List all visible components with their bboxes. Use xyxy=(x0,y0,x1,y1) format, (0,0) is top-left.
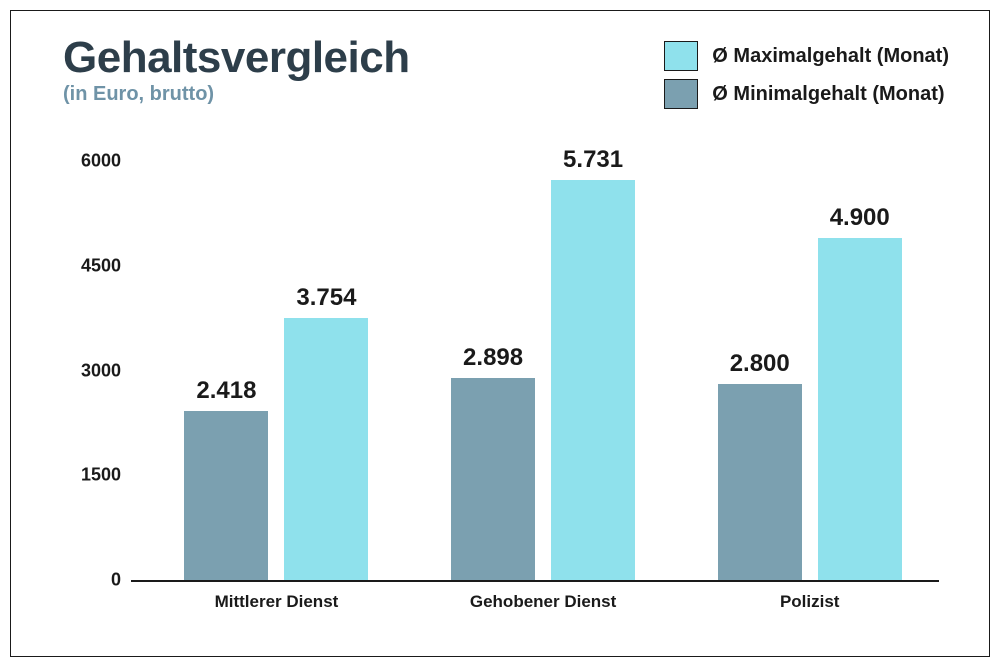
y-tick: 4500 xyxy=(63,255,121,276)
legend-item-min: Ø Minimalgehalt (Monat) xyxy=(664,79,949,109)
bar-value-label: 3.754 xyxy=(296,284,356,312)
bar-value-label: 2.898 xyxy=(463,344,523,372)
x-axis-labels: Mittlerer Dienst Gehobener Dienst Polizist xyxy=(131,586,939,626)
y-tick: 1500 xyxy=(63,465,121,486)
bar-group: 2.8004.900 xyxy=(718,238,902,580)
chart-subtitle: (in Euro, brutto) xyxy=(63,83,410,106)
bar-max: 5.731 xyxy=(551,180,635,580)
y-tick: 6000 xyxy=(63,151,121,172)
chart-legend: Ø Maximalgehalt (Monat) Ø Minimalgehalt (… xyxy=(664,35,949,109)
bar-group: 2.4183.754 xyxy=(184,318,368,580)
plot-area: 015003000450060002.4183.7542.8985.7312.8… xyxy=(131,161,939,582)
bar-group: 2.8985.731 xyxy=(451,180,635,580)
chart-title: Gehaltsvergleich xyxy=(63,35,410,81)
chart-area: 015003000450060002.4183.7542.8985.7312.8… xyxy=(63,161,949,626)
legend-label-min: Ø Minimalgehalt (Monat) xyxy=(712,83,944,106)
bar-min: 2.418 xyxy=(184,411,268,580)
legend-swatch-min xyxy=(664,79,698,109)
x-label: Mittlerer Dienst xyxy=(215,592,339,612)
y-tick: 3000 xyxy=(63,360,121,381)
bar-max: 4.900 xyxy=(818,238,902,580)
bar-value-label: 4.900 xyxy=(830,204,890,232)
bar-value-label: 2.800 xyxy=(730,350,790,378)
chart-header: Gehaltsvergleich (in Euro, brutto) Ø Max… xyxy=(63,35,949,109)
legend-item-max: Ø Maximalgehalt (Monat) xyxy=(664,41,949,71)
bar-min: 2.800 xyxy=(718,384,802,580)
bar-value-label: 5.731 xyxy=(563,146,623,174)
legend-label-max: Ø Maximalgehalt (Monat) xyxy=(712,45,949,68)
y-tick: 0 xyxy=(63,570,121,591)
bar-value-label: 2.418 xyxy=(196,377,256,405)
x-label: Polizist xyxy=(780,592,840,612)
title-block: Gehaltsvergleich (in Euro, brutto) xyxy=(63,35,410,109)
chart-frame: Gehaltsvergleich (in Euro, brutto) Ø Max… xyxy=(10,10,990,657)
bar-min: 2.898 xyxy=(451,378,535,580)
bar-max: 3.754 xyxy=(284,318,368,580)
x-label: Gehobener Dienst xyxy=(470,592,616,612)
legend-swatch-max xyxy=(664,41,698,71)
